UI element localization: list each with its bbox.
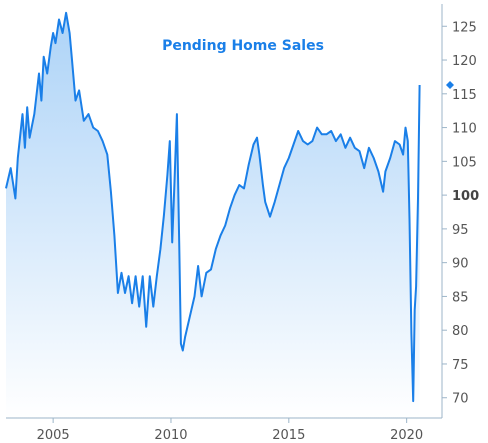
y-tick-label: 95 <box>452 223 469 238</box>
y-tick-label: 120 <box>452 54 477 69</box>
x-tick-label: 2005 <box>37 428 70 443</box>
y-tick-label: 110 <box>452 122 477 137</box>
plot-area <box>5 11 421 419</box>
y-tick-label: 75 <box>452 358 469 373</box>
axes: 70 75 80 85 90 95 100 105 110 115 120 125 2005 2010 20… <box>6 4 479 443</box>
x-tick-label: 2010 <box>154 428 187 443</box>
x-tick-label: 2015 <box>272 428 305 443</box>
series-line <box>5 11 421 403</box>
y-tick-label: 90 <box>452 257 469 272</box>
chart-title: Pending Home Sales <box>162 38 324 54</box>
y-tick-label: 125 <box>452 20 477 35</box>
y-tick-label: 100 <box>452 189 479 204</box>
x-tick-label: 2020 <box>390 428 423 443</box>
y-tick-label: 80 <box>452 324 469 339</box>
last-value-marker <box>446 81 454 90</box>
y-tick-label: 85 <box>452 290 469 305</box>
series-area-fill <box>6 12 420 419</box>
y-tick-label: 115 <box>452 88 477 103</box>
y-tick-label: 105 <box>452 155 477 170</box>
y-tick-label: 70 <box>452 392 469 407</box>
